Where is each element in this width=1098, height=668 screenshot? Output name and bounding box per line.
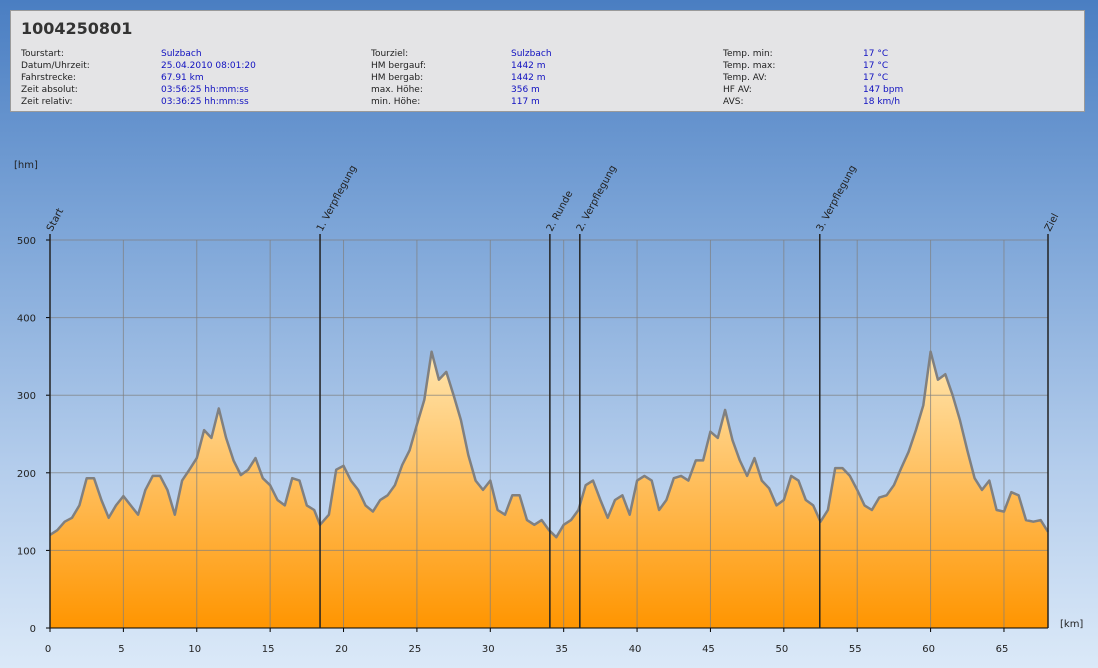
info-value: 1442 m xyxy=(511,61,546,71)
x-axis-label: [km] xyxy=(1060,619,1083,630)
tour-title: 1004250801 xyxy=(21,19,133,38)
info-label: HM bergauf: xyxy=(371,61,426,71)
x-tick-label: 30 xyxy=(482,644,495,655)
info-value: 17 °C xyxy=(863,49,889,59)
info-value: Sulzbach xyxy=(511,49,552,59)
x-tick-label: 20 xyxy=(335,644,348,655)
info-value: 17 °C xyxy=(863,73,889,83)
marker-label: 2. Runde xyxy=(545,189,576,233)
y-axis-label: [hm] xyxy=(14,160,38,171)
marker-label: Start xyxy=(45,207,66,234)
y-tick-label: 300 xyxy=(17,391,36,402)
y-tick-label: 200 xyxy=(17,469,36,480)
info-label: Temp. AV: xyxy=(723,73,767,83)
y-tick-label: 0 xyxy=(30,624,36,635)
info-label: Datum/Uhrzeit: xyxy=(21,61,90,71)
info-label: Temp. min: xyxy=(723,49,773,59)
x-tick-label: 15 xyxy=(262,644,275,655)
info-label: Tourstart: xyxy=(21,49,64,59)
info-value: 117 m xyxy=(511,97,540,107)
marker-label: Ziel xyxy=(1043,212,1061,234)
x-tick-label: 10 xyxy=(188,644,201,655)
info-label: HM bergab: xyxy=(371,73,424,83)
info-value: 356 m xyxy=(511,85,540,95)
y-tick-label: 100 xyxy=(17,546,36,557)
x-tick-label: 50 xyxy=(775,644,788,655)
info-label: HF AV: xyxy=(723,85,752,95)
x-tick-label: 0 xyxy=(45,644,51,655)
info-label: Temp. max: xyxy=(723,61,776,71)
info-label: AVS: xyxy=(723,97,744,107)
x-tick-label: 25 xyxy=(409,644,422,655)
info-value: 03:56:25 hh:mm:ss xyxy=(161,85,249,95)
marker-label: 3. Verpflegung xyxy=(815,164,859,234)
x-tick-label: 45 xyxy=(702,644,715,655)
info-value: 03:36:25 hh:mm:ss xyxy=(161,97,249,107)
info-label: Fahrstrecke: xyxy=(21,73,76,83)
info-label: max. Höhe: xyxy=(371,85,423,95)
info-value: 18 km/h xyxy=(863,97,901,107)
y-tick-label: 400 xyxy=(17,314,36,325)
y-tick-label: 500 xyxy=(17,236,36,247)
info-panel: 1004250801 Tourstart: Sulzbach Datum/Uhrze… xyxy=(10,10,1085,112)
x-tick-label: 65 xyxy=(996,644,1009,655)
x-tick-label: 60 xyxy=(922,644,935,655)
info-label: Tourziel: xyxy=(371,49,409,59)
info-label: Zeit relativ: xyxy=(21,97,73,107)
x-tick-label: 55 xyxy=(849,644,862,655)
x-tick-label: 5 xyxy=(118,644,124,655)
info-value: Sulzbach xyxy=(161,49,202,59)
info-value: 67.91 km xyxy=(161,73,204,83)
info-value: 25.04.2010 08:01:20 xyxy=(161,61,256,71)
marker-label: 1. Verpflegung xyxy=(315,164,359,234)
info-value: 17 °C xyxy=(863,61,889,71)
info-value: 147 bpm xyxy=(863,85,904,95)
x-tick-label: 35 xyxy=(555,644,568,655)
info-value: 1442 m xyxy=(511,73,546,83)
elevation-area xyxy=(50,351,1048,628)
elevation-line xyxy=(49,350,1050,539)
info-label: Zeit absolut: xyxy=(21,85,78,95)
marker-label: 2. Verpflegung xyxy=(575,164,619,234)
info-label: min. Höhe: xyxy=(371,97,421,107)
x-tick-label: 40 xyxy=(629,644,642,655)
